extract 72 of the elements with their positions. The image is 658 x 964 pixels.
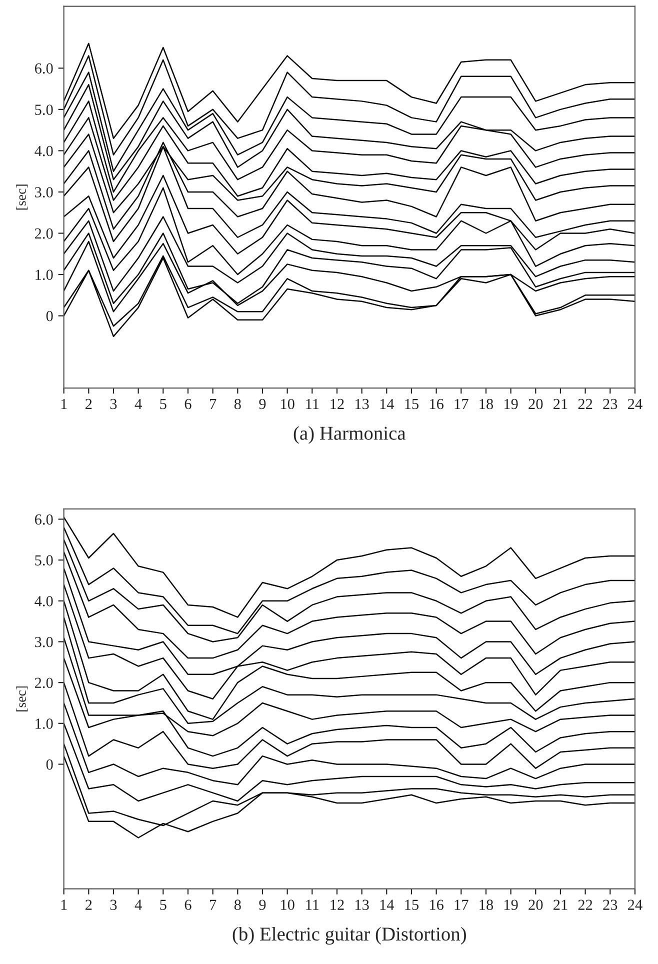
x-axis-title: (b) Electric guitar (Distortion) [232, 926, 466, 945]
x-tick-label: 8 [234, 900, 241, 910]
y-tick-label: 3.0 [35, 636, 53, 648]
x-tick-label: 23 [603, 398, 618, 410]
y-tick-label: 6.0 [34, 63, 53, 74]
x-tick-label: 2 [86, 398, 92, 410]
y-tick-label: 0 [46, 310, 53, 322]
x-tick-label: 11 [306, 398, 319, 410]
y-axis-title: [sec] [16, 686, 28, 712]
x-tick-label: 7 [210, 900, 216, 910]
x-axis-title: (a) Harmonica [294, 426, 406, 444]
x-tick-label: 21 [554, 900, 568, 910]
x-tick-label: 5 [160, 399, 166, 410]
x-tick-label: 17 [454, 398, 468, 410]
x-tick-label: 19 [504, 398, 518, 410]
line-series [64, 551, 635, 659]
x-tick-label: 20 [528, 900, 543, 910]
y-tick-label: 2.0 [34, 678, 53, 688]
x-tick-label: 7 [210, 399, 216, 410]
x-tick-label: 6 [184, 398, 192, 410]
x-tick-label: 12 [330, 398, 344, 410]
x-tick-label: 8 [234, 398, 241, 410]
x-tick-label: 1 [61, 900, 67, 910]
x-tick-label: 10 [281, 900, 294, 910]
x-tick-label: 4 [134, 900, 142, 910]
y-tick-label: 0 [46, 759, 53, 770]
line-series [64, 516, 635, 618]
x-tick-label: 4 [134, 398, 142, 410]
x-tick-label: 15 [405, 900, 419, 910]
x-tick-label: 1 [61, 398, 67, 410]
line-series [64, 702, 635, 786]
x-tick-label: 13 [356, 398, 369, 410]
x-tick-label: 10 [281, 398, 294, 410]
y-tick-label: 5.0 [35, 104, 53, 115]
x-tick-label: 22 [578, 398, 592, 410]
y-tick-label: 1.0 [36, 270, 53, 280]
x-tick-label: 14 [380, 398, 394, 410]
x-tick-label: 3 [110, 398, 117, 410]
x-tick-label: 2 [86, 900, 92, 910]
y-tick-label: 6.0 [34, 514, 53, 525]
x-tick-label: 18 [480, 398, 494, 410]
y-tick-label: 2.0 [34, 228, 53, 239]
x-tick-label: 19 [504, 900, 518, 910]
x-tick-label: 12 [330, 900, 344, 910]
x-tick-label: 20 [528, 398, 543, 410]
x-tick-label: 15 [405, 398, 419, 410]
x-tick-label: 3 [110, 900, 117, 910]
line-series [64, 600, 635, 720]
x-tick-label: 24 [628, 398, 642, 410]
x-tick-label: 18 [480, 900, 494, 910]
x-tick-label: 17 [454, 900, 468, 910]
line-series [64, 722, 635, 802]
x-tick-label: 22 [578, 900, 592, 910]
y-tick-label: 5.0 [35, 555, 53, 566]
x-tick-label: 9 [259, 398, 266, 410]
y-tick-label: 3.0 [35, 187, 53, 198]
x-tick-label: 9 [259, 900, 266, 910]
y-axis-title: [sec] [16, 184, 28, 210]
x-tick-label: 5 [160, 900, 166, 910]
x-tick-label: 21 [554, 398, 568, 410]
x-tick-label: 24 [628, 900, 642, 910]
x-tick-label: 16 [430, 900, 444, 910]
x-tick-label: 23 [603, 900, 618, 910]
x-tick-label: 11 [306, 900, 319, 910]
y-tick-label: 4.0 [34, 146, 53, 156]
y-tick-label: 1.0 [36, 718, 53, 729]
x-tick-label: 6 [184, 900, 192, 910]
y-tick-label: 4.0 [34, 596, 53, 606]
line-series [64, 682, 635, 769]
x-tick-label: 13 [356, 900, 369, 910]
x-tick-label: 14 [380, 900, 394, 910]
x-tick-label: 16 [430, 398, 444, 410]
